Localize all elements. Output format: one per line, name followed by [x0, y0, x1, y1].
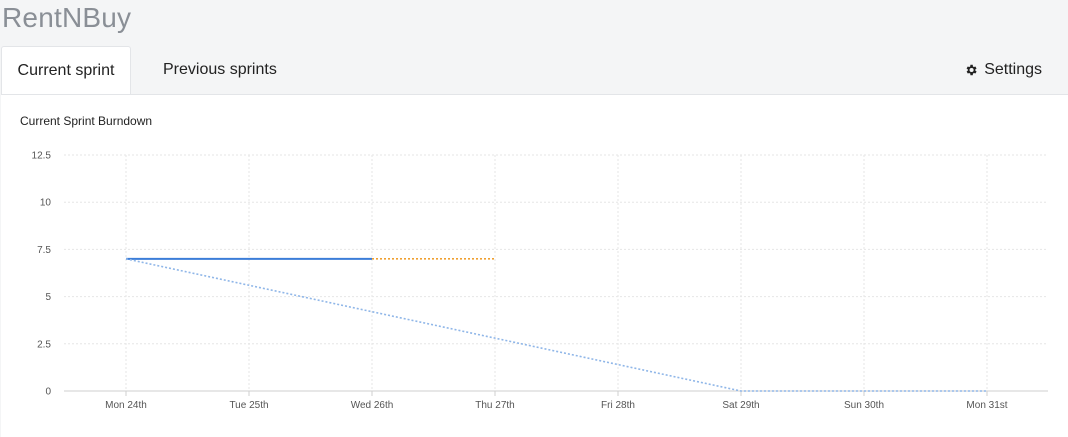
- settings-label: Settings: [984, 61, 1042, 78]
- y-tick-label: 0: [45, 387, 51, 398]
- chart-title: Current Sprint Burndown: [20, 114, 153, 128]
- x-tick-label: Sun 30th: [844, 400, 884, 411]
- x-tick-label: Fri 28th: [601, 400, 635, 411]
- app-title: RentNBuy: [2, 2, 132, 33]
- x-tick-label: Mon 24th: [105, 400, 147, 411]
- y-tick-label: 10: [40, 198, 52, 209]
- chart-panel: Current Sprint Burndown 0 2.5 5 7.5 10 12.5 Mo…: [1, 94, 1068, 437]
- settings-button[interactable]: Settings: [964, 46, 1042, 94]
- y-tick-label: 2.5: [37, 339, 51, 350]
- tab-bar: Current sprint Previous sprints: [0, 46, 1068, 95]
- x-tick-label: Wed 26th: [351, 400, 394, 411]
- y-tick-label: 5: [45, 292, 51, 303]
- x-tick-label: Sat 29th: [722, 400, 759, 411]
- x-tick-label: Mon 31st: [966, 400, 1007, 411]
- tab-previous-sprints[interactable]: Previous sprints: [163, 61, 277, 78]
- y-tick-label: 12.5: [32, 151, 52, 162]
- x-tick-label: Thu 27th: [475, 400, 514, 411]
- series-line-2: [125, 258, 987, 392]
- tab-current-sprint[interactable]: Current sprint: [1, 46, 131, 95]
- y-tick-label: 7.5: [37, 245, 51, 256]
- burndown-chart: 0 2.5 5 7.5 10 12.5 Mon 24th Tue 25th Wed 26th Th…: [32, 151, 1048, 411]
- x-tick-label: Tue 25th: [229, 400, 268, 411]
- gear-icon: [966, 64, 977, 76]
